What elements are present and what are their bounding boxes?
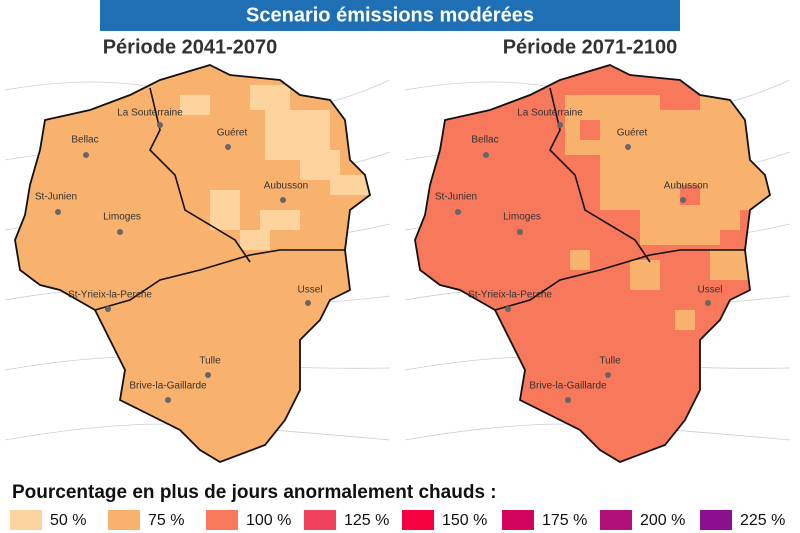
city-label: Ussel	[297, 285, 322, 296]
city-label: Guéret	[617, 128, 648, 139]
legend-swatch	[10, 510, 42, 530]
grid-cell	[660, 90, 700, 110]
grid-cell	[720, 230, 740, 250]
city-dot	[505, 306, 511, 312]
legend-swatch	[700, 510, 732, 530]
city-dot	[55, 209, 61, 215]
banner	[100, 0, 680, 31]
city-dot	[565, 397, 571, 403]
map: La Souterraine Guéret Bellac Aubusson St-Jun…	[4, 64, 391, 463]
city-label: Guéret	[217, 128, 248, 139]
city-dot	[205, 372, 211, 378]
grid-cell	[260, 210, 300, 230]
city-label: Brive-la-Gaillarde	[129, 381, 207, 392]
grid-cell	[710, 250, 770, 280]
city-dot	[83, 152, 89, 158]
city-dot	[105, 306, 111, 312]
city-label: Tulle	[599, 356, 621, 367]
city-dot	[305, 300, 311, 306]
city-dot	[280, 197, 286, 203]
legend-label: 125 %	[344, 512, 389, 529]
grid-cell	[675, 310, 695, 330]
department-border	[149, 87, 251, 263]
legend-label: 175 %	[542, 512, 587, 529]
legend-label: 50 %	[50, 512, 86, 529]
grid-cell	[240, 230, 270, 250]
city-dot	[605, 372, 611, 378]
department-border	[549, 87, 651, 263]
city-dot	[705, 300, 711, 306]
city-label: Ussel	[697, 285, 722, 296]
city-label: Limoges	[103, 212, 141, 223]
city-label: Tulle	[199, 356, 221, 367]
city-label: Bellac	[471, 135, 498, 146]
city-dot	[117, 229, 123, 235]
legend-swatch	[206, 510, 238, 530]
legend-label: 75 %	[148, 512, 184, 529]
department-border	[494, 249, 745, 311]
city-label: Bellac	[71, 135, 98, 146]
city-label: Brive-la-Gaillarde	[529, 381, 607, 392]
city-label: La Souterraine	[517, 108, 583, 119]
legend-swatch	[502, 510, 534, 530]
grid-cell	[210, 190, 240, 230]
grid-cell	[180, 95, 210, 115]
city-label: Aubusson	[664, 181, 708, 192]
city-dot	[483, 152, 489, 158]
region-outline	[14, 64, 372, 463]
legend-swatch	[600, 510, 632, 530]
grid-cell	[630, 260, 660, 290]
city-dot	[680, 197, 686, 203]
legend-label: 225 %	[740, 512, 785, 529]
city-label: St-Yrieix-la-Perche	[468, 290, 552, 301]
grid-cell	[580, 120, 600, 140]
grid-cell	[570, 250, 590, 270]
legend-label: 150 %	[442, 512, 487, 529]
city-dot	[455, 209, 461, 215]
legend-title: Pourcentage en plus de jours anormalemen…	[12, 482, 497, 503]
cells	[180, 85, 370, 250]
city-label: Limoges	[503, 212, 541, 223]
city-label: St-Junien	[35, 192, 77, 203]
legend-label: 100 %	[246, 512, 291, 529]
legend-label: 200 %	[640, 512, 685, 529]
department-border	[94, 249, 345, 311]
region-outline	[414, 64, 772, 463]
map: La Souterraine Guéret Bellac Aubusson St-Jun…	[404, 64, 791, 463]
city-dot	[157, 122, 163, 128]
city-dot	[165, 397, 171, 403]
city-dot	[517, 229, 523, 235]
region-fill	[15, 65, 370, 462]
legend-swatch	[304, 510, 336, 530]
city-label: Aubusson	[264, 181, 308, 192]
city-label: La Souterraine	[117, 108, 183, 119]
legend-swatch	[108, 510, 140, 530]
map-title: Période 2071-2100	[503, 36, 678, 58]
grid-cell	[330, 175, 370, 195]
map-title: Période 2041-2070	[103, 36, 278, 58]
grid-cell	[250, 85, 290, 110]
legend-swatch	[402, 510, 434, 530]
city-dot	[625, 144, 631, 150]
city-dot	[225, 144, 231, 150]
banner-title: Scenario émissions modérées	[246, 4, 534, 26]
city-dot	[557, 122, 563, 128]
city-label: St-Yrieix-la-Perche	[68, 290, 152, 301]
city-label: St-Junien	[435, 192, 477, 203]
